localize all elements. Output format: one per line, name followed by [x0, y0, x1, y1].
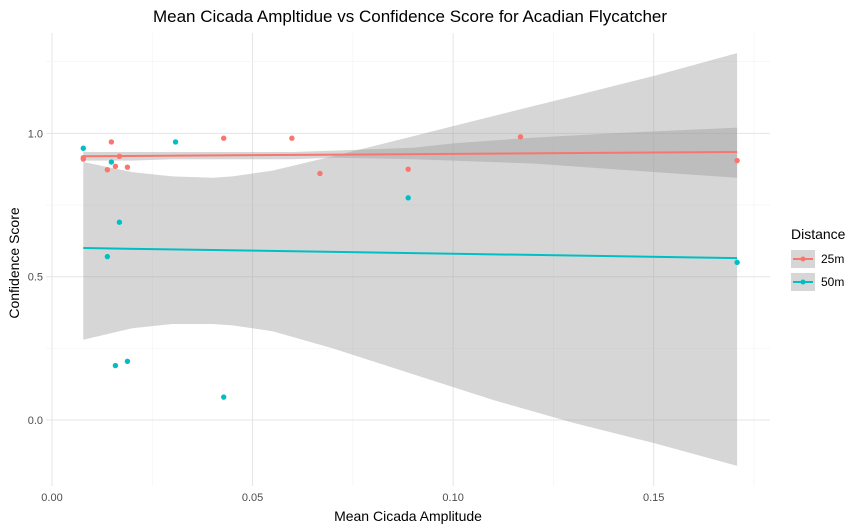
- fit-lines: [83, 150, 738, 260]
- x-axis-title: Mean Cicada Amplitude: [334, 508, 482, 524]
- data-point-50m: [108, 159, 115, 165]
- legend-marker-25m: [800, 256, 806, 262]
- data-point-25m: [405, 166, 411, 172]
- legend-marker-50m: [800, 279, 806, 285]
- legend-title: Distance: [791, 226, 846, 242]
- y-tick-label: 0.5: [28, 272, 43, 284]
- x-tick-label: 0.15: [643, 492, 664, 504]
- data-point-50m: [112, 362, 119, 369]
- y-axis-title: Confidence Score: [6, 207, 22, 319]
- data-point-50m: [220, 394, 227, 400]
- data-point-25m: [220, 135, 227, 141]
- x-tick-label: 0.00: [41, 492, 62, 504]
- data-points: [80, 134, 740, 400]
- data-point-50m: [104, 253, 111, 260]
- data-point-25m: [80, 156, 87, 162]
- chart-title: Mean Cicada Ampltidue vs Confidence Scor…: [153, 7, 667, 26]
- data-point-50m: [80, 145, 87, 151]
- data-point-25m: [108, 139, 115, 145]
- data-point-25m: [124, 164, 131, 170]
- confidence-band-25m: [83, 127, 738, 178]
- data-point-25m: [116, 153, 123, 159]
- data-point-25m: [104, 167, 111, 173]
- grid: [46, 33, 770, 486]
- data-point-25m: [112, 163, 119, 170]
- data-point-50m: [734, 259, 740, 266]
- data-point-50m: [124, 358, 131, 364]
- data-point-50m: [172, 139, 179, 145]
- confidence-band-50m: [83, 53, 738, 466]
- y-tick-label: 1.0: [28, 128, 43, 140]
- data-point-25m: [517, 134, 524, 140]
- x-tick-label: 0.05: [242, 492, 263, 504]
- tick-labels: 0.00 0.05 0.10 0.15 0.0 0.5 1.0: [28, 128, 665, 504]
- x-tick-label: 0.10: [442, 492, 463, 504]
- fit-line-50m: [83, 247, 738, 260]
- data-point-50m: [405, 195, 411, 201]
- y-tick-label: 0.0: [28, 415, 43, 427]
- data-point-25m: [734, 157, 740, 164]
- data-point-50m: [116, 219, 123, 225]
- data-point-25m: [289, 135, 295, 141]
- fit-line-25m: [83, 150, 738, 158]
- confidence-bands: [83, 53, 738, 466]
- legend: Distance 25m 50m: [791, 226, 846, 291]
- legend-label-25m: 25m: [821, 252, 844, 266]
- legend-label-50m: 50m: [821, 275, 844, 289]
- data-point-25m: [317, 170, 323, 177]
